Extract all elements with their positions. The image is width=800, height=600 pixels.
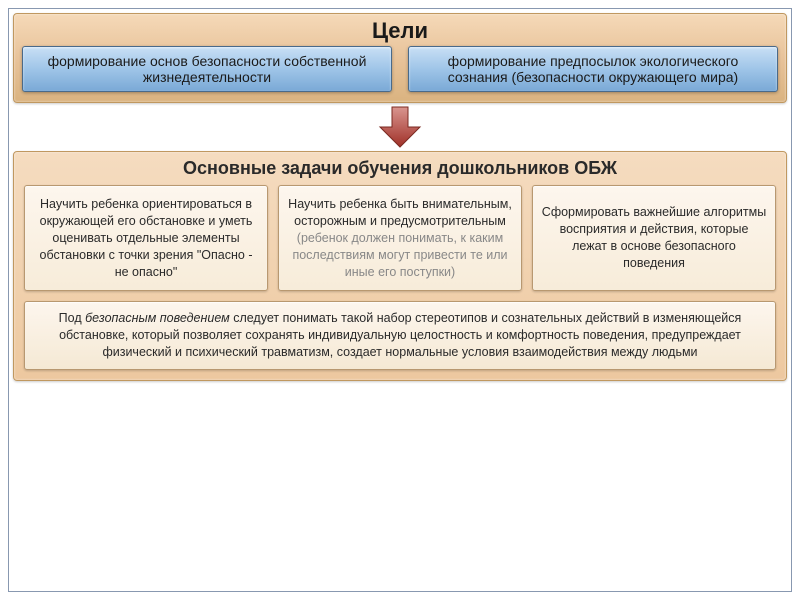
footer-prefix: Под xyxy=(59,311,85,325)
goals-panel: Цели формирование основ безопасности соб… xyxy=(13,13,787,103)
footer-italic: безопасным поведением xyxy=(85,311,230,325)
goals-title: Цели xyxy=(22,18,778,44)
tasks-row: Научить ребенка ориентироваться в окружа… xyxy=(24,185,776,291)
task2-detail: (ребенок должен понимать, к каким послед… xyxy=(292,231,507,279)
goals-row: формирование основ безопасности собствен… xyxy=(22,46,778,92)
goal-box-right: формирование предпосылок экологического … xyxy=(408,46,778,92)
footer-box: Под безопасным поведением следует понима… xyxy=(24,301,776,370)
tasks-title: Основные задачи обучения дошкольников ОБ… xyxy=(24,158,776,179)
goal-box-left: формирование основ безопасности собствен… xyxy=(22,46,392,92)
tasks-panel: Основные задачи обучения дошкольников ОБ… xyxy=(13,151,787,381)
task-box-3: Сформировать важнейшие алгоритмы восприя… xyxy=(532,185,776,291)
arrow-down-icon xyxy=(376,105,424,149)
diagram-frame: Цели формирование основ безопасности соб… xyxy=(8,8,792,592)
task-box-1: Научить ребенка ориентироваться в окружа… xyxy=(24,185,268,291)
task2-main: Научить ребенка быть внимательным, остор… xyxy=(288,197,512,228)
task-box-2: Научить ребенка быть внимательным, остор… xyxy=(278,185,522,291)
arrow-down xyxy=(13,105,787,149)
